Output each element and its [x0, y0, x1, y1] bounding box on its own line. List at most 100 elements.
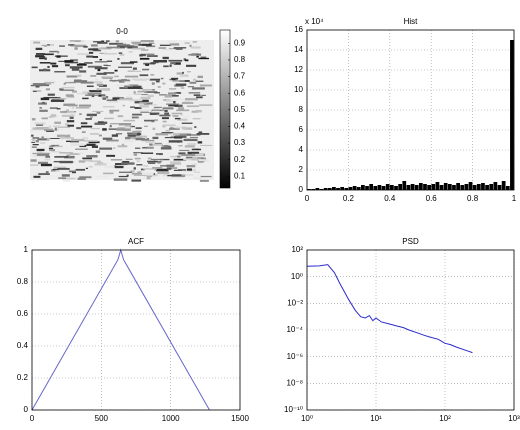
- image-texture: [130, 170, 135, 173]
- image-texture: [124, 85, 133, 88]
- image-texture: [83, 140, 98, 142]
- bar: [414, 185, 419, 190]
- bar: [307, 189, 311, 190]
- image-texture: [39, 61, 51, 64]
- x-tick-label: 500: [95, 414, 109, 423]
- image-texture: [85, 94, 99, 96]
- image-texture: [177, 156, 181, 159]
- image-texture: [30, 164, 39, 166]
- x-tick-label: 10³: [508, 414, 520, 423]
- image-texture: [200, 56, 207, 58]
- image-texture: [127, 70, 135, 72]
- image-texture: [92, 110, 104, 112]
- image-texture: [109, 109, 120, 112]
- bar: [510, 40, 514, 190]
- image-texture: [50, 62, 57, 65]
- image-texture: [32, 90, 42, 92]
- y-tick-label: 0: [299, 185, 304, 194]
- image-texture: [59, 160, 73, 164]
- y-tick-label: 0.6: [17, 309, 29, 318]
- colorbar-tick-label: 0.2: [234, 155, 246, 164]
- image-texture: [155, 153, 163, 155]
- image-texture: [109, 124, 112, 128]
- image-texture: [53, 98, 67, 100]
- image-texture: [123, 128, 131, 131]
- image-texture: [146, 53, 155, 56]
- image-texture: [50, 114, 56, 117]
- image-texture: [118, 81, 125, 83]
- image-texture: [35, 55, 45, 58]
- image-texture: [133, 152, 144, 154]
- image-texture: [123, 119, 136, 122]
- image-texture: [183, 58, 187, 61]
- bar: [406, 185, 411, 190]
- image-texture: [125, 45, 134, 47]
- image-texture: [109, 111, 114, 114]
- image-texture: [141, 94, 148, 96]
- image-texture: [106, 65, 111, 67]
- bar: [398, 184, 403, 190]
- image-texture: [69, 40, 81, 42]
- image-texture: [88, 90, 102, 93]
- image-texture: [127, 93, 142, 95]
- image-texture: [48, 116, 54, 118]
- image-texture: [52, 168, 60, 170]
- image-texture: [69, 116, 74, 119]
- image-texture: [117, 127, 125, 129]
- image-texture: [102, 105, 115, 108]
- x-tick-label: 1: [512, 194, 517, 203]
- image-texture: [200, 175, 212, 178]
- image-texture: [74, 44, 87, 48]
- image-texture: [44, 158, 51, 161]
- image-texture: [79, 40, 85, 43]
- bar: [485, 185, 489, 190]
- image-texture: [193, 78, 197, 81]
- image-texture: [185, 156, 193, 159]
- image-texture: [188, 92, 201, 94]
- image-texture: [78, 152, 83, 154]
- image-texture: [71, 143, 85, 146]
- image-texture: [116, 45, 128, 48]
- image-texture: [176, 72, 183, 75]
- image-texture: [88, 93, 95, 95]
- image-texture: [106, 46, 121, 49]
- image-texture: [147, 160, 158, 163]
- colorbar-tick-label: 0.8: [234, 55, 246, 64]
- image-texture: [47, 93, 55, 96]
- image-texture: [106, 99, 118, 101]
- image-texture: [133, 91, 136, 94]
- image-texture: [137, 171, 142, 173]
- bar: [443, 183, 448, 190]
- image-texture: [145, 140, 156, 144]
- image-texture: [71, 171, 76, 174]
- bar: [344, 188, 349, 190]
- image-texture: [89, 115, 93, 119]
- image-texture: [196, 96, 203, 99]
- image-texture: [37, 151, 43, 153]
- y-tick-label: 6: [299, 125, 304, 134]
- image-texture: [156, 114, 160, 116]
- image-texture: [44, 128, 58, 131]
- image-texture: [128, 84, 139, 87]
- image-texture: [39, 109, 48, 112]
- image-texture: [53, 166, 67, 170]
- image-texture: [64, 61, 79, 64]
- bar: [332, 187, 336, 190]
- image-texture: [143, 62, 156, 65]
- y-tick-label: 0.2: [17, 373, 29, 382]
- image-texture: [186, 64, 197, 67]
- image-texture: [125, 158, 133, 160]
- image-texture: [199, 179, 209, 182]
- image-texture: [183, 127, 193, 130]
- image-texture: [140, 40, 154, 43]
- image-texture: [144, 91, 158, 93]
- image-texture: [54, 127, 57, 130]
- image-texture: [65, 64, 70, 67]
- image-texture: [117, 79, 131, 82]
- image-texture: [86, 143, 96, 146]
- image-texture: [142, 68, 150, 71]
- image-texture: [65, 94, 74, 97]
- image-texture: [188, 75, 197, 78]
- image-texture: [186, 71, 191, 73]
- image-texture: [82, 91, 90, 94]
